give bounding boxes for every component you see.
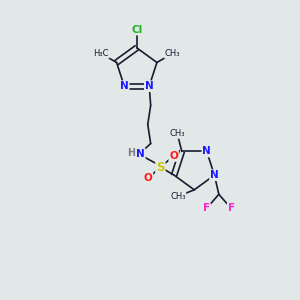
Text: N: N (120, 81, 129, 91)
Text: N: N (136, 149, 145, 159)
Text: N: N (145, 81, 154, 91)
Text: CH₃: CH₃ (170, 192, 186, 201)
Text: N: N (210, 170, 219, 180)
Text: H₃C: H₃C (94, 49, 109, 58)
Text: Cl: Cl (131, 25, 142, 34)
Text: CH₃: CH₃ (169, 129, 185, 138)
Text: F: F (228, 203, 235, 213)
Text: S: S (156, 161, 165, 174)
Text: O: O (144, 173, 152, 183)
Text: H: H (127, 148, 135, 158)
Text: O: O (169, 151, 178, 161)
Text: CH₃: CH₃ (164, 49, 180, 58)
Text: N: N (202, 146, 211, 157)
Text: F: F (203, 203, 210, 213)
